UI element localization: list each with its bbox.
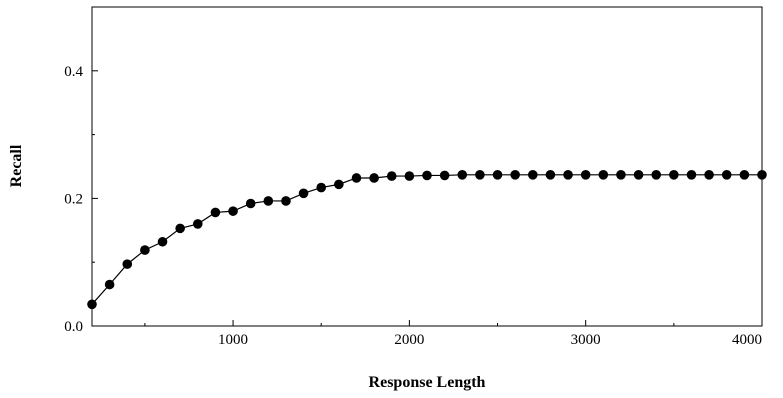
data-point (351, 173, 362, 183)
data-point (245, 198, 256, 209)
data-point (457, 169, 468, 180)
data-point (210, 207, 221, 218)
data-point (192, 219, 203, 229)
data-point (739, 169, 750, 180)
data-point (545, 169, 556, 180)
data-point (439, 170, 450, 181)
data-point (686, 169, 697, 180)
data-point (475, 169, 485, 180)
data-point (140, 245, 150, 255)
data-point (175, 223, 185, 234)
y-axis-ticks: 0.0 0.2 0.4 (64, 6, 98, 335)
data-point (598, 169, 609, 180)
y-tick-label: 0.0 (64, 319, 83, 335)
data-point (122, 259, 133, 269)
data-point (369, 173, 379, 183)
data-point (616, 169, 626, 180)
data-point (281, 196, 291, 206)
data-point (721, 169, 732, 180)
data-point (104, 279, 115, 290)
data-point (633, 169, 644, 180)
x-tick-label: 2000 (394, 332, 424, 348)
data-point (527, 169, 538, 180)
y-tick-label: 0.2 (64, 191, 83, 207)
data-point (87, 299, 97, 310)
x-tick-label: 1000 (218, 332, 248, 348)
recall-series-line (91, 174, 762, 305)
data-point (157, 236, 168, 247)
data-point (334, 179, 344, 190)
x-tick-label: 4000 (732, 332, 762, 348)
plot-frame (91, 6, 763, 327)
data-point (422, 170, 432, 181)
data-point (704, 169, 714, 180)
data-point (510, 169, 520, 180)
data-point (669, 169, 679, 180)
data-point (298, 188, 309, 199)
data-point (263, 196, 274, 206)
data-point (492, 169, 503, 180)
y-axis-title: Recall (8, 144, 25, 187)
data-point (757, 169, 767, 180)
data-point (316, 182, 327, 193)
x-axis-ticks: 1000 2000 3000 4000 (144, 320, 763, 348)
data-point (563, 169, 573, 180)
x-axis-title: Response Length (369, 374, 486, 391)
data-point (228, 206, 238, 216)
x-tick-label: 3000 (571, 332, 601, 348)
data-point (651, 169, 662, 180)
data-point (580, 169, 591, 180)
data-point (386, 171, 397, 181)
data-point (404, 171, 415, 181)
y-tick-label: 0.4 (64, 64, 83, 80)
recall-series-points (87, 169, 767, 310)
